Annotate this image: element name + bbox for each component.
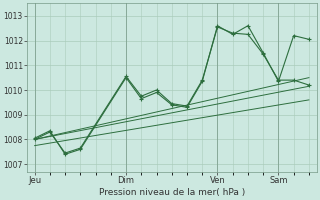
X-axis label: Pression niveau de la mer( hPa ): Pression niveau de la mer( hPa ) [99,188,245,197]
